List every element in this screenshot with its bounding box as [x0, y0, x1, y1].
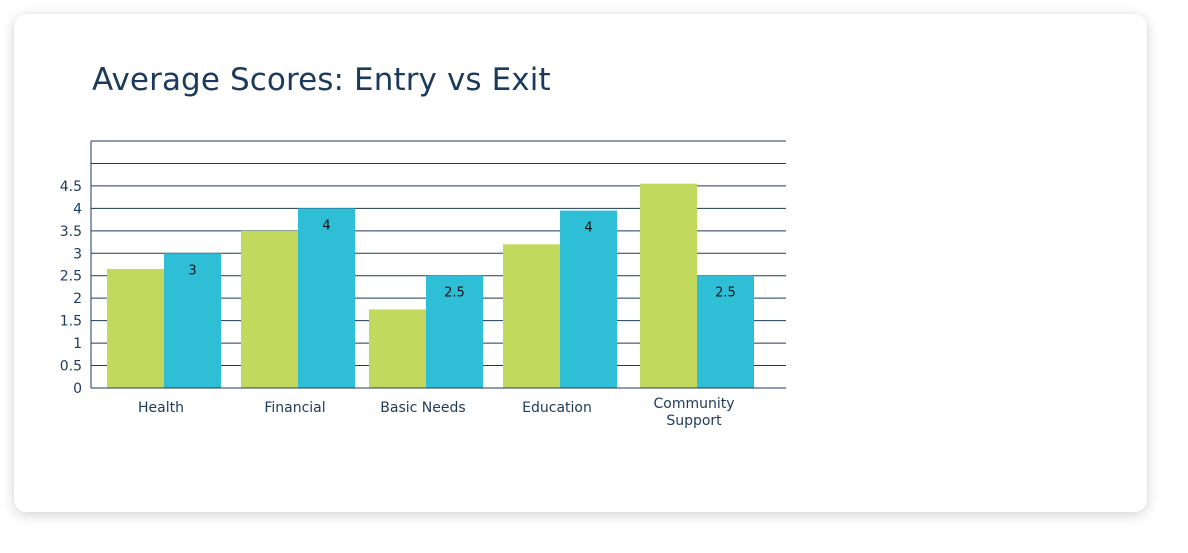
bar [107, 268, 164, 388]
bar [560, 210, 617, 388]
category-label-line: Basic Needs [380, 400, 465, 416]
bar [164, 253, 221, 388]
x-category-label: Financial [264, 400, 325, 416]
chart-title: Average Scores: Entry vs Exit [92, 62, 551, 98]
x-category-label: Education [522, 400, 592, 416]
bar [697, 275, 754, 388]
category-label-line: Support [666, 413, 722, 429]
data-label: 4 [322, 218, 330, 233]
x-category-label: Basic Needs [380, 400, 465, 416]
data-label: 3 [188, 263, 196, 278]
bar [503, 244, 560, 388]
bar [640, 183, 697, 388]
data-label: 2.5 [715, 286, 736, 301]
y-tick-label: 4.5 [60, 179, 82, 195]
x-category-label: Community Support [653, 396, 734, 429]
y-tick-label: 1 [73, 336, 82, 352]
y-tick-label: 1.5 [60, 314, 82, 330]
data-label: 4 [584, 221, 592, 236]
y-tick-label: 3 [73, 246, 82, 262]
data-label: 2.5 [444, 286, 465, 301]
category-label-line: Education [522, 400, 592, 416]
y-tick-label: 2 [73, 291, 82, 307]
y-tick-label: 4 [73, 201, 82, 217]
y-tick-label: 0 [73, 381, 82, 397]
bar [241, 230, 298, 388]
bar [369, 309, 426, 388]
y-tick-label: 3.5 [60, 224, 82, 240]
bar [298, 208, 355, 388]
bar [426, 275, 483, 388]
y-tick-label: 0.5 [60, 359, 82, 375]
category-label-line: Health [138, 400, 184, 416]
category-label-line: Community [653, 396, 734, 412]
x-category-label: Health [138, 400, 184, 416]
y-tick-label: 2.5 [60, 269, 82, 285]
category-label-line: Financial [264, 400, 325, 416]
